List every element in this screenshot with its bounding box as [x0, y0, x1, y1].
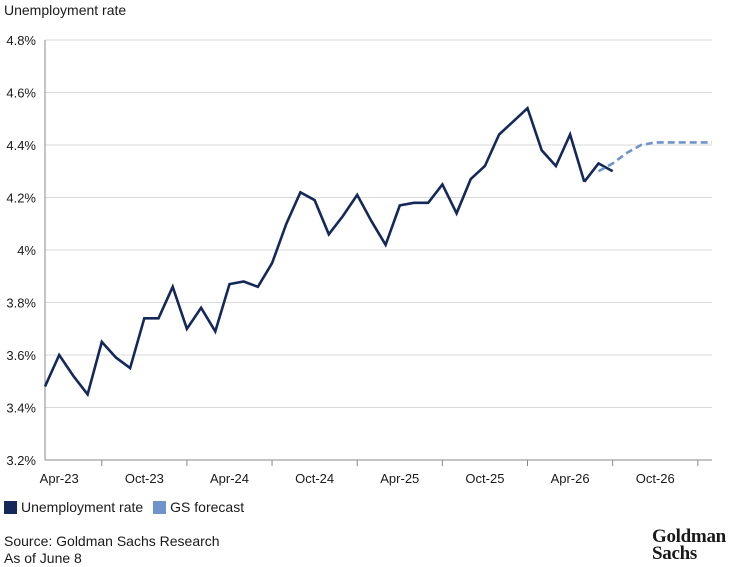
x-tick-label: Oct-25	[465, 471, 504, 486]
line-chart: 3.2% 3.4% 3.6% 3.8% 4% 4.2% 4.4% 4.6% 4.8% Apr-23…	[6, 33, 712, 486]
x-tick-label: Oct-26	[636, 471, 675, 486]
series-line-unemployment-rate	[43, 105, 586, 398]
x-tick-label: Apr-23	[40, 471, 79, 486]
series-line-gs-forecast	[597, 141, 712, 173]
x-tick-label: Apr-26	[551, 471, 590, 486]
legend: Unemployment rate GS forecast	[4, 499, 254, 515]
x-tick-label: Oct-24	[295, 471, 334, 486]
logo-line-2: Sachs	[652, 543, 697, 564]
y-tick-label: 3.4%	[6, 401, 36, 416]
x-tick-label: Apr-25	[380, 471, 419, 486]
y-tick-label: 4.8%	[6, 33, 36, 48]
chart-title: Unemployment rate	[4, 2, 127, 18]
legend-item-unemployment: Unemployment rate	[4, 499, 143, 515]
y-tick-label: 3.8%	[6, 296, 36, 311]
series-line-unemployment-rate-tail	[583, 161, 614, 183]
legend-item-forecast: GS forecast	[153, 499, 244, 515]
y-tick-label: 4.2%	[6, 191, 36, 206]
y-tick-label: 3.6%	[6, 348, 36, 363]
y-tick-label: 4%	[17, 243, 36, 258]
y-tick-label: 3.2%	[6, 453, 36, 468]
legend-swatch-forecast	[153, 500, 167, 514]
as-of-date: As of June 8	[4, 550, 82, 566]
y-tick-label: 4.4%	[6, 138, 36, 153]
x-tick-label: Apr-24	[210, 471, 249, 486]
goldman-sachs-logo: Goldman Sachs	[652, 526, 730, 564]
legend-swatch-unemployment	[4, 500, 17, 514]
legend-label-forecast: GS forecast	[170, 499, 245, 515]
source-note: Source: Goldman Sachs Research As of Jun…	[4, 533, 220, 567]
legend-label-unemployment: Unemployment rate	[21, 499, 144, 515]
y-tick-label: 4.6%	[6, 86, 36, 101]
x-tick-label: Oct-23	[125, 471, 164, 486]
source-text: Source: Goldman Sachs Research	[4, 533, 220, 549]
logo-line-1: Goldman	[652, 526, 726, 547]
